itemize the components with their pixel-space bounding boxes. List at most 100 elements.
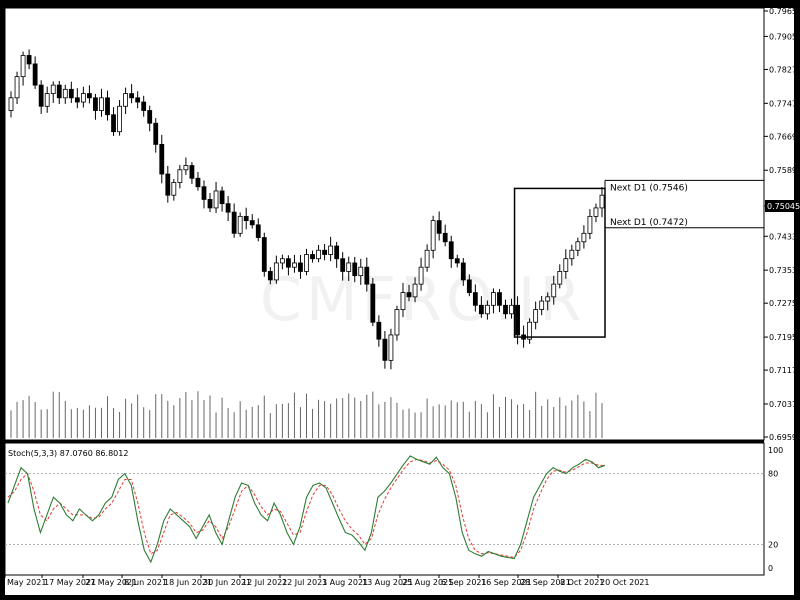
current-price-marker [765, 200, 794, 213]
next-d1-upper-label: Next D1 (0.7546) [610, 183, 688, 193]
stochastic-level-label: 100 [768, 446, 783, 455]
stochastic-levels: 100 80 20 0 [5, 446, 783, 573]
candle [147, 105, 153, 132]
stochastic-level-label: 20 [768, 540, 778, 549]
price-tick-label: 0.77470 [769, 99, 800, 108]
candle [273, 255, 279, 284]
candle [32, 56, 38, 89]
candle [400, 282, 406, 318]
date-tick-label: 30 Jun 2021 [203, 578, 251, 587]
candle [557, 264, 563, 289]
next-d1-lower: Next D1 (0.7472) [605, 218, 764, 229]
candle [460, 257, 466, 286]
date-tick-label: 6 Sep 2021 [441, 578, 487, 587]
candle [38, 80, 44, 114]
candle [261, 232, 267, 277]
date-tick-label: 17 May 2021 [44, 578, 96, 587]
date-tick-label: 22 Jul 2021 [282, 578, 327, 587]
stochastic-label: Stoch(5,3,3) 87.0760 86.8012 [8, 449, 128, 458]
candle [472, 284, 478, 312]
next-d1-upper: Next D1 (0.7546) [604, 179, 764, 228]
date-tick-label: 27 May 2021 [85, 578, 137, 587]
price-tick-label: 0.71170 [769, 366, 800, 375]
date-tick-label: 25 Aug 2021 [402, 578, 453, 587]
candle [569, 244, 575, 266]
candle [93, 93, 98, 120]
candle [50, 81, 56, 103]
candle [418, 257, 424, 291]
candle [286, 255, 291, 276]
price-tick-label: 0.79650 [769, 7, 800, 16]
candle [26, 49, 32, 70]
candle [62, 84, 68, 104]
candle [358, 258, 364, 285]
candle [430, 215, 436, 259]
date-tick-label: 8 Oct 2021 [560, 578, 604, 587]
candle [412, 277, 418, 303]
candle [527, 318, 533, 344]
candle [68, 81, 74, 103]
next-d1-lower-label: Next D1 (0.7472) [610, 218, 688, 228]
stochastic-level-label: 80 [768, 470, 778, 479]
date-tick-label: 16 Sep 2021 [481, 578, 532, 587]
candle [503, 299, 508, 319]
date-tick-label: 20 Oct 2021 [600, 578, 649, 587]
candle [478, 296, 484, 318]
price-tick-label: 0.73530 [769, 266, 800, 275]
price-tick-label: 0.72750 [769, 299, 800, 308]
date-tick-label: 28 Sep 2021 [520, 578, 571, 587]
candle [111, 107, 116, 136]
candle [593, 203, 599, 223]
date-tick-label: 8 Jun 2021 [124, 578, 167, 587]
candle [334, 241, 340, 268]
candle [105, 90, 110, 121]
candle [183, 157, 189, 175]
candle [80, 86, 86, 108]
candle [551, 275, 557, 305]
candle [340, 252, 346, 281]
candle [267, 267, 273, 285]
candlestick-series [8, 49, 605, 370]
price-tick-label: 0.76690 [769, 132, 800, 141]
candle [394, 305, 400, 341]
candle [292, 254, 297, 273]
candle [123, 87, 128, 114]
candle [599, 187, 605, 218]
candle [243, 207, 249, 230]
stochastic-k-line [7, 455, 606, 564]
candle [328, 236, 334, 262]
candle [533, 301, 539, 330]
candle [135, 91, 141, 109]
candle [545, 292, 551, 311]
candle [255, 218, 261, 242]
candle [454, 254, 460, 268]
candle [485, 300, 490, 320]
stochastic-d-line [7, 458, 606, 558]
date-tick-label: May 2021 [7, 578, 46, 587]
candle [539, 295, 545, 316]
candle [44, 86, 50, 113]
price-tick-label: 0.78270 [769, 65, 800, 74]
candle [304, 248, 309, 276]
candle [225, 196, 231, 222]
candle [376, 315, 382, 347]
candle [581, 225, 587, 249]
candle [322, 244, 327, 261]
volume-bars [10, 391, 603, 438]
candle [249, 214, 255, 229]
candle [207, 193, 213, 213]
candle [364, 257, 370, 292]
candle [159, 134, 165, 184]
candle [219, 186, 225, 212]
candle [382, 331, 388, 369]
candle [310, 250, 315, 263]
candle [56, 80, 62, 105]
candle [448, 235, 454, 268]
candle [424, 244, 430, 272]
candle [141, 95, 147, 117]
range-box [513, 187, 606, 338]
candle [237, 212, 243, 237]
candle [177, 165, 183, 189]
